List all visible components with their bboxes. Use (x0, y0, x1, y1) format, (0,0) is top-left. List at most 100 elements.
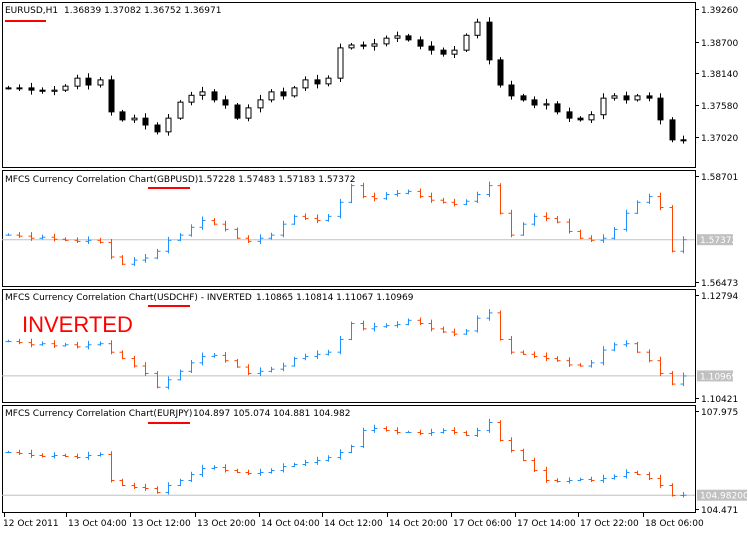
bear-candle (623, 95, 630, 101)
bull-candle (394, 35, 401, 39)
bull-candle (383, 37, 390, 45)
main-symbol-label: EURUSD,H1 (5, 6, 58, 16)
usdchf-ohlc-values: 1.10865 1.10814 1.11067 1.10969 (256, 293, 414, 303)
bear-candle (554, 103, 561, 113)
bull-candle (371, 43, 378, 47)
x-tick-label: 13 Oct 20:00 (197, 519, 256, 529)
inverted-annotation: INVERTED (22, 312, 133, 337)
x-tick-label: 17 Oct 14:00 (517, 519, 576, 529)
bear-candle (154, 124, 161, 133)
usdchf-panel-title: MFCS Currency Correlation Chart(USDCHF) … (5, 293, 252, 303)
bull-candle (348, 44, 355, 49)
x-tick-label: 17 Oct 06:00 (453, 519, 512, 529)
bull-candle (474, 21, 481, 36)
bear-candle (520, 95, 527, 101)
eurjpy-ohlc-values: 104.897 105.074 104.881 104.982 (193, 409, 350, 419)
bull-candle (165, 117, 172, 133)
bear-candle (28, 87, 35, 91)
bull-candle (634, 95, 641, 101)
bull-candle (131, 117, 138, 121)
main-ohlc-values: 1.36839 1.37082 1.36752 1.36971 (64, 6, 221, 16)
gbpusd-ohlc-values: 1.57228 1.57483 1.57183 1.57372 (198, 175, 355, 185)
y-tick-label: 1.37020 (701, 134, 738, 144)
y-tick-label: 1.10421 (701, 395, 738, 405)
bear-candle (85, 77, 92, 86)
gbpusd-panel-title: MFCS Currency Correlation Chart(GBPUSD) (5, 175, 198, 185)
bear-candle (669, 119, 676, 141)
y-tick-label: 1.58701 (701, 173, 738, 183)
bull-candle (600, 97, 607, 116)
panel-frame-3 (2, 405, 696, 513)
current-price-box (697, 234, 733, 246)
bear-candle (508, 84, 515, 97)
y-tick-label: 107.975 (701, 408, 738, 418)
current-price-box (697, 489, 747, 501)
bear-candle (657, 97, 664, 121)
eurjpy-panel-title: MFCS Currency Correlation Chart(EURJPY) (5, 409, 192, 419)
bear-candle (211, 91, 218, 101)
bear-candle (234, 104, 241, 119)
bear-candle (119, 111, 126, 121)
bull-candle (97, 79, 104, 86)
y-tick-label: 104.471 (701, 506, 738, 516)
current-price-label: 1.10969 (700, 372, 737, 382)
bull-candle (543, 103, 550, 106)
bear-candle (314, 79, 321, 85)
bear-candle (646, 95, 653, 99)
bull-candle (611, 95, 618, 99)
bull-candle (291, 87, 298, 97)
bear-candle (142, 117, 149, 126)
bull-candle (74, 77, 81, 87)
bear-candle (486, 21, 493, 61)
bull-candle (588, 114, 595, 121)
bear-candle (39, 89, 46, 92)
y-tick-label: 1.38140 (701, 70, 738, 80)
bull-candle (337, 47, 344, 79)
x-tick-label: 12 Oct 2011 (3, 519, 59, 529)
bear-candle (222, 99, 229, 106)
bull-candle (257, 99, 264, 109)
bull-candle (680, 139, 687, 142)
bull-candle (16, 87, 23, 90)
panel-frame-2 (2, 289, 696, 403)
y-tick-label: 1.56473 (701, 279, 738, 289)
bull-candle (451, 49, 458, 55)
bull-candle (268, 91, 275, 101)
bull-candle (62, 85, 69, 91)
y-tick-label: 1.12794 (701, 292, 738, 302)
y-tick-label: 1.39260 (701, 6, 738, 16)
bull-candle (5, 87, 12, 90)
x-tick-label: 17 Oct 22:00 (580, 519, 639, 529)
bull-candle (188, 94, 195, 103)
bull-candle (199, 91, 206, 96)
bear-candle (497, 59, 504, 86)
current-price-box (697, 370, 733, 382)
bear-candle (405, 35, 412, 41)
bear-candle (108, 79, 115, 113)
bear-candle (566, 111, 573, 119)
panel-frame-0 (2, 2, 696, 168)
x-tick-label: 18 Oct 06:00 (645, 519, 704, 529)
bull-candle (463, 34, 470, 51)
bear-candle (531, 99, 538, 106)
bull-candle (325, 77, 332, 85)
bull-candle (177, 101, 184, 119)
panel-frame-1 (2, 170, 696, 287)
x-tick-label: 14 Oct 04:00 (261, 519, 320, 529)
current-price-label: 104.98200 (700, 492, 748, 502)
bear-candle (577, 117, 584, 121)
bear-candle (428, 45, 435, 51)
x-tick-label: 13 Oct 12:00 (132, 519, 191, 529)
bear-candle (360, 44, 367, 47)
bear-candle (440, 49, 447, 55)
bull-candle (245, 107, 252, 119)
x-tick-label: 13 Oct 04:00 (68, 519, 127, 529)
x-tick-label: 14 Oct 20:00 (389, 519, 448, 529)
x-tick-label: 14 Oct 12:00 (324, 519, 383, 529)
bear-candle (280, 91, 287, 97)
current-price-label: 1.57372 (700, 236, 737, 246)
bear-candle (417, 39, 424, 47)
y-tick-label: 1.37580 (701, 102, 738, 112)
